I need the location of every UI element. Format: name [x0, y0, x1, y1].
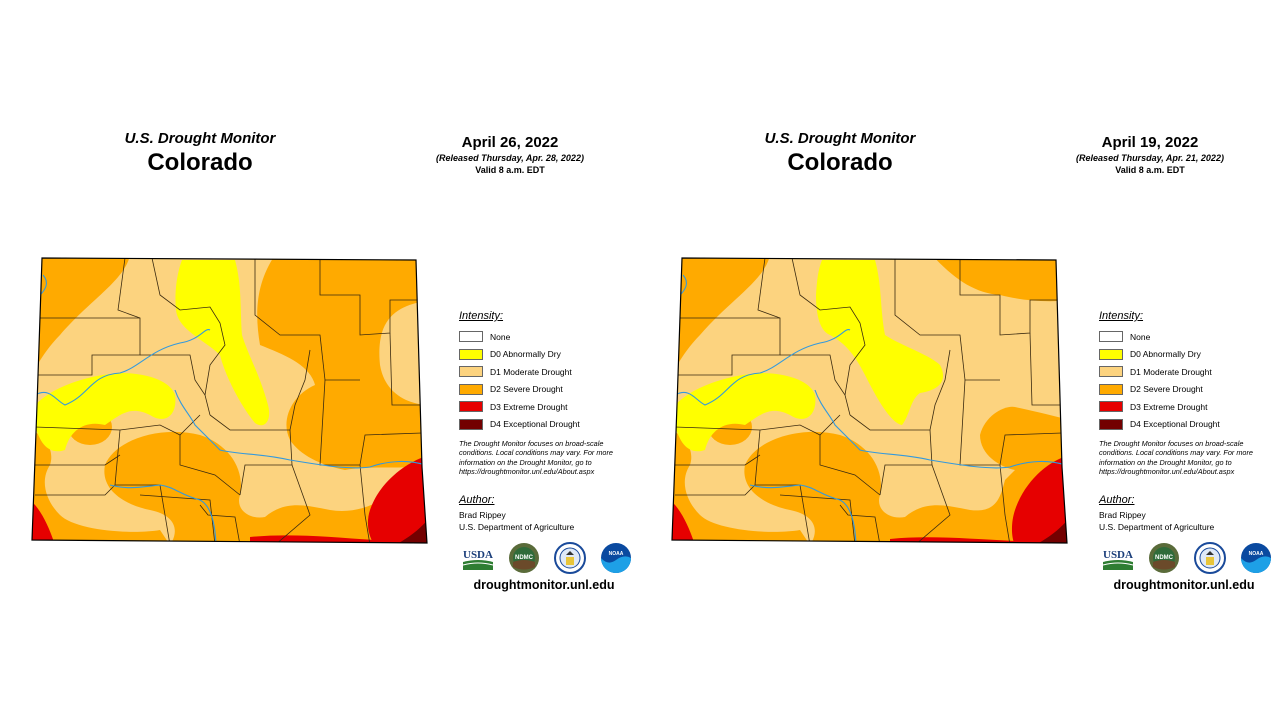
intensity-legend: Intensity: None D0 Abnormally Dry D1 Mod… — [1099, 310, 1279, 433]
d4-region-southeast — [1035, 517, 1067, 543]
d2-region-northwest — [32, 258, 130, 375]
svg-text:USDA: USDA — [463, 549, 493, 561]
legend-item-d0: D0 Abnormally Dry — [459, 346, 639, 364]
d2-region-northeast — [932, 258, 1067, 302]
legend-item-none: None — [459, 328, 639, 346]
rivers — [34, 274, 426, 543]
d3-region-southwest — [32, 500, 55, 543]
partner-logos: USDA NDMC NOAA — [1102, 542, 1272, 574]
colorado-drought-map — [671, 257, 1068, 544]
legend-item-d1: D1 Moderate Drought — [1099, 363, 1279, 381]
swatch-d1 — [459, 366, 483, 378]
d3-region-southeast — [1012, 455, 1067, 543]
swatch-d2 — [459, 383, 483, 395]
d2-region-northeast — [257, 258, 427, 470]
svg-text:NOAA: NOAA — [1249, 551, 1264, 557]
site-url[interactable]: droughtmonitor.unl.edu — [473, 578, 615, 592]
state-title: Colorado — [147, 149, 253, 176]
d4-region-southeast — [395, 517, 427, 543]
site-url[interactable]: droughtmonitor.unl.edu — [1113, 578, 1255, 592]
swatch-d4 — [459, 418, 483, 430]
author-block: Author: Brad Rippey U.S. Department of A… — [459, 494, 639, 533]
ndmc-logo-icon: NDMC — [509, 543, 539, 573]
partner-logos: USDA NDMC NOAA — [462, 542, 632, 574]
legend-title: Intensity: — [1099, 310, 1144, 322]
state-title: Colorado — [787, 149, 893, 176]
state-border — [671, 257, 1068, 544]
county-borders — [34, 258, 427, 543]
swatch-d3 — [1099, 401, 1123, 413]
d3-region-southeast — [367, 455, 427, 543]
d0-region-north-central — [816, 260, 944, 425]
state-border — [31, 257, 428, 544]
usda-logo-icon: USDA — [462, 549, 494, 570]
author-org: U.S. Department of Agriculture — [1099, 522, 1215, 532]
author-name: Brad Rippey — [459, 510, 506, 520]
org-title: U.S. Drought Monitor — [124, 130, 276, 147]
rivers — [674, 274, 1066, 543]
intensity-legend: Intensity: None D0 Abnormally Dry D1 Mod… — [459, 310, 639, 433]
swatch-d0 — [1099, 348, 1123, 360]
noaa-logo-icon: NOAA — [1241, 543, 1271, 573]
county-borders — [674, 258, 1067, 543]
disclaimer-note: The Drought Monitor focuses on broad-sca… — [459, 439, 613, 476]
swatch-none — [1099, 331, 1123, 343]
swatch-none — [459, 331, 483, 343]
svg-text:NDMC: NDMC — [515, 555, 534, 561]
legend-title: Intensity: — [459, 310, 504, 322]
d0-region-north-central — [175, 260, 270, 426]
doc-seal-icon — [1194, 542, 1226, 574]
author-title: Author: — [459, 494, 495, 506]
author-org: U.S. Department of Agriculture — [459, 522, 575, 532]
legend-item-d0: D0 Abnormally Dry — [1099, 346, 1279, 364]
colorado-drought-map — [31, 257, 428, 544]
drought-map-panel-apr19: U.S. Drought Monitor Colorado April 19, … — [640, 0, 1280, 720]
swatch-d3 — [459, 401, 483, 413]
legend-item-d4: D4 Exceptional Drought — [459, 416, 639, 434]
valid-time: Valid 8 a.m. EDT — [475, 165, 545, 175]
map-date: April 26, 2022 — [461, 134, 559, 151]
legend-item-d1: D1 Moderate Drought — [459, 363, 639, 381]
d0-region-west — [675, 373, 816, 452]
swatch-d1 — [1099, 366, 1123, 378]
usda-logo-icon: USDA — [1102, 549, 1134, 570]
d2-region-east — [980, 406, 1067, 470]
map-date: April 19, 2022 — [1101, 134, 1199, 151]
d2-region-northwest — [672, 258, 770, 375]
d3-region-southwest — [672, 500, 695, 543]
author-block: Author: Brad Rippey U.S. Department of A… — [1099, 494, 1279, 533]
swatch-d0 — [459, 348, 483, 360]
svg-text:USDA: USDA — [1103, 549, 1133, 561]
svg-text:NOAA: NOAA — [609, 551, 624, 557]
legend-item-none: None — [1099, 328, 1279, 346]
author-name: Brad Rippey — [1099, 510, 1146, 520]
noaa-logo-icon: NOAA — [601, 543, 631, 573]
drought-map-panel-apr26: U.S. Drought Monitor Colorado April 26, … — [31, 130, 639, 592]
org-title: U.S. Drought Monitor — [764, 130, 916, 147]
d2-region-south-central — [104, 431, 427, 543]
author-title: Author: — [1099, 494, 1135, 506]
disclaimer-note: The Drought Monitor focuses on broad-sca… — [1099, 439, 1253, 476]
release-date: (Released Thursday, Apr. 21, 2022) — [1076, 153, 1224, 163]
swatch-d2 — [1099, 383, 1123, 395]
map-header-title: U.S. Drought Monitor Colorado — [720, 130, 960, 177]
map-header-date: April 19, 2022 (Released Thursday, Apr. … — [1050, 134, 1250, 175]
swatch-d4 — [1099, 418, 1123, 430]
map-header-date: April 26, 2022 (Released Thursday, Apr. … — [410, 134, 610, 175]
valid-time: Valid 8 a.m. EDT — [1115, 165, 1185, 175]
legend-item-d3: D3 Extreme Drought — [459, 398, 639, 416]
legend-item-d4: D4 Exceptional Drought — [1099, 416, 1279, 434]
release-date: (Released Thursday, Apr. 28, 2022) — [436, 153, 584, 163]
legend-item-d3: D3 Extreme Drought — [1099, 398, 1279, 416]
legend-item-d2: D2 Severe Drought — [1099, 381, 1279, 399]
legend-item-d2: D2 Severe Drought — [459, 381, 639, 399]
ndmc-logo-icon: NDMC — [1149, 543, 1179, 573]
d2-region-south-central — [744, 431, 1067, 543]
map-header-title: U.S. Drought Monitor Colorado — [80, 130, 320, 177]
doc-seal-icon — [554, 542, 586, 574]
svg-text:NDMC: NDMC — [1155, 555, 1174, 561]
d0-region-west — [35, 373, 176, 452]
